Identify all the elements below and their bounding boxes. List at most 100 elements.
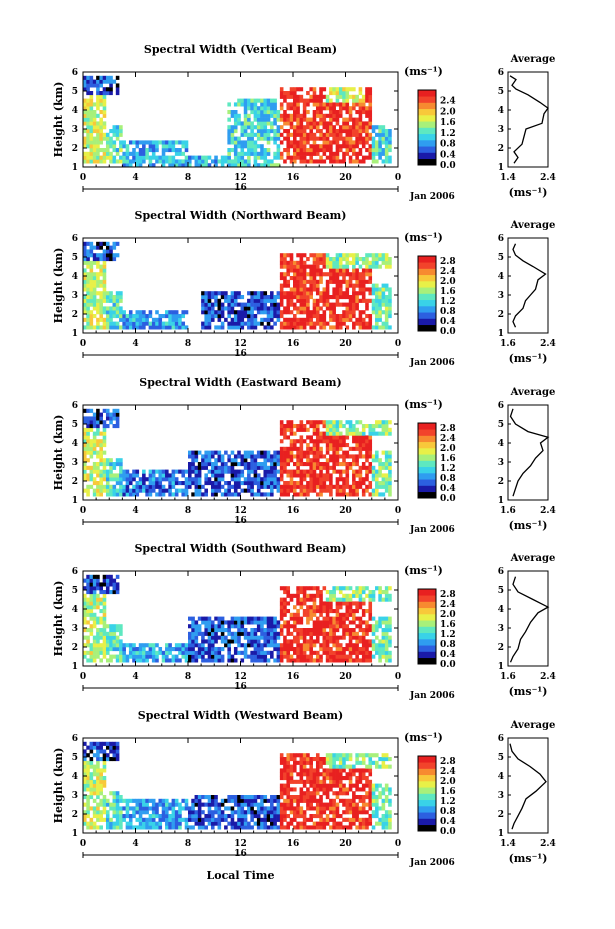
heatmap-cell bbox=[283, 264, 287, 269]
heatmap-cell bbox=[128, 814, 133, 819]
heatmap-cell bbox=[102, 443, 107, 448]
heatmap-cell bbox=[315, 446, 320, 451]
heatmap-cell bbox=[96, 279, 100, 284]
heatmap-cell bbox=[368, 439, 373, 444]
heatmap-cell bbox=[365, 268, 369, 273]
heatmap-cell bbox=[332, 439, 336, 444]
heatmap-cell bbox=[256, 129, 261, 134]
heatmap-cell bbox=[302, 298, 307, 303]
heatmap-cell bbox=[358, 283, 363, 288]
heatmap-cell bbox=[96, 650, 100, 655]
heatmap-cell bbox=[283, 276, 287, 281]
heatmap-cell bbox=[220, 159, 225, 164]
heatmap-cell bbox=[325, 443, 330, 448]
heatmap-cell bbox=[135, 488, 140, 493]
heatmap-cell bbox=[83, 268, 87, 273]
heatmap-cell bbox=[138, 814, 143, 819]
heatmap-cell bbox=[201, 458, 205, 463]
heatmap-cell bbox=[214, 163, 218, 168]
heatmap-cell bbox=[102, 760, 107, 765]
heatmap-cell bbox=[155, 825, 159, 830]
heatmap-cell bbox=[112, 245, 117, 250]
heatmap-cell bbox=[204, 639, 208, 644]
heatmap-cell bbox=[194, 454, 199, 459]
heatmap-cell bbox=[217, 484, 222, 489]
heatmap-cell bbox=[102, 574, 107, 579]
heatmap-cell bbox=[210, 643, 215, 648]
heatmap-cell bbox=[115, 75, 120, 80]
average-y-tick-label: 1 bbox=[498, 329, 504, 339]
heatmap-cell bbox=[388, 427, 392, 432]
heatmap-cell bbox=[260, 317, 264, 322]
heatmap-cell bbox=[309, 481, 313, 486]
heatmap-cell bbox=[279, 477, 284, 482]
heatmap-cell bbox=[325, 473, 330, 478]
heatmap-cell bbox=[266, 132, 271, 137]
colorbar-swatch bbox=[418, 473, 436, 480]
heatmap-cell bbox=[312, 488, 317, 493]
heatmap-cell bbox=[115, 795, 120, 800]
heatmap-cell bbox=[388, 650, 392, 655]
heatmap-cell bbox=[204, 481, 208, 486]
heatmap-cell bbox=[338, 325, 343, 330]
heatmap-cell bbox=[338, 650, 343, 655]
heatmap-cell bbox=[89, 745, 94, 750]
heatmap-cell bbox=[335, 268, 340, 273]
heatmap-cell bbox=[273, 163, 277, 168]
heatmap-cell bbox=[342, 450, 346, 455]
heatmap-cell bbox=[270, 306, 274, 311]
heatmap-cell bbox=[122, 314, 126, 319]
heatmap-cell bbox=[191, 817, 195, 822]
heatmap-cell bbox=[89, 117, 94, 122]
heatmap-cell bbox=[89, 465, 94, 470]
heatmap-cell bbox=[210, 624, 215, 629]
heatmap-cell bbox=[99, 121, 103, 126]
heatmap-cell bbox=[168, 310, 172, 315]
heatmap-cell bbox=[381, 129, 386, 134]
heatmap-cell bbox=[322, 144, 327, 149]
heatmap-cell bbox=[322, 321, 327, 326]
heatmap-cell bbox=[204, 802, 208, 807]
colorbar-swatch bbox=[418, 620, 436, 627]
heatmap-cell bbox=[253, 125, 258, 130]
heatmap-cell bbox=[115, 295, 120, 300]
heatmap-cell bbox=[296, 295, 300, 300]
y-tick-label: 2 bbox=[72, 477, 78, 487]
heatmap-cell bbox=[361, 628, 366, 633]
x-tick-label: 8 bbox=[185, 339, 191, 349]
x-tick-label: 8 bbox=[185, 173, 191, 183]
heatmap-cell bbox=[115, 753, 120, 758]
heatmap-cell bbox=[345, 454, 350, 459]
heatmap-cell bbox=[256, 144, 261, 149]
heatmap-cell bbox=[365, 287, 369, 292]
heatmap-cell bbox=[263, 658, 268, 663]
heatmap-cell bbox=[155, 802, 159, 807]
heatmap-cell bbox=[237, 317, 241, 322]
heatmap-cell bbox=[355, 268, 359, 273]
heatmap-cell bbox=[375, 159, 379, 164]
colorbar-swatch bbox=[418, 479, 436, 486]
heatmap-cell bbox=[230, 125, 235, 130]
heatmap-cell bbox=[92, 253, 97, 258]
heatmap-cell bbox=[227, 492, 231, 497]
heatmap-cell bbox=[105, 817, 110, 822]
heatmap-cell bbox=[230, 325, 235, 330]
heatmap-cell bbox=[289, 144, 294, 149]
heatmap-cell bbox=[227, 806, 231, 811]
heatmap-cell bbox=[338, 129, 343, 134]
heatmap-cell bbox=[96, 605, 100, 610]
heatmap-cell bbox=[325, 132, 330, 137]
heatmap-cell bbox=[178, 317, 182, 322]
heatmap-cell bbox=[102, 590, 107, 595]
heatmap-cell bbox=[174, 647, 179, 652]
heatmap-cell bbox=[381, 148, 386, 153]
heatmap-cell bbox=[365, 450, 369, 455]
heatmap-cell bbox=[348, 643, 353, 648]
heatmap-cell bbox=[168, 473, 172, 478]
heatmap-cell bbox=[178, 658, 182, 663]
heatmap-cell bbox=[233, 473, 238, 478]
heatmap-cell bbox=[168, 802, 172, 807]
heatmap-cell bbox=[217, 817, 222, 822]
heatmap-cell bbox=[361, 121, 366, 126]
heatmap-cells bbox=[83, 241, 392, 330]
